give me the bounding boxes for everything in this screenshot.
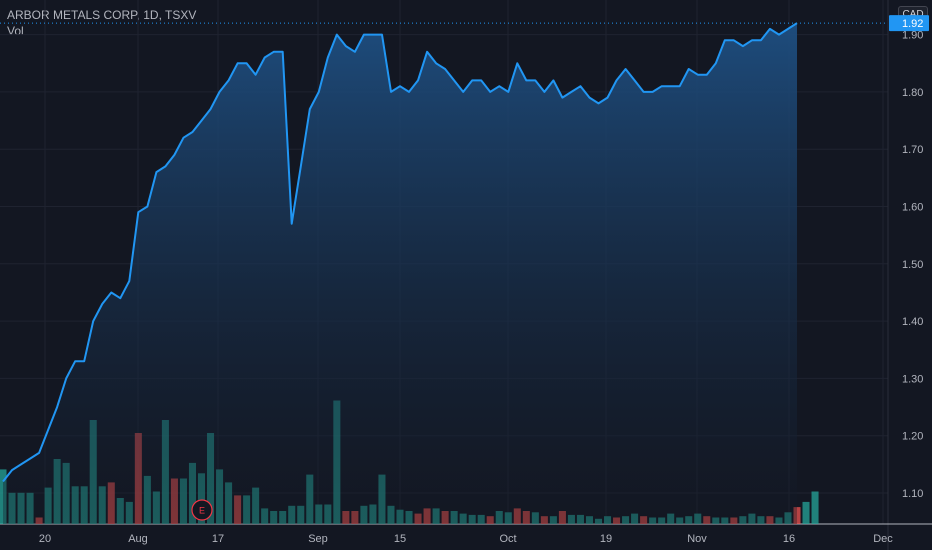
price-line[interactable]: [2, 22, 798, 483]
time-tick-label: Dec: [873, 533, 893, 545]
price-axis[interactable]: 1.10 1.20 1.30 1.40 1.50 1.60 1.70 1.80 1.901.92: [889, 15, 929, 500]
time-axis[interactable]: 20 Aug 17 Sep 15 Oct 19 Nov 16 Dec: [39, 533, 893, 545]
earnings-marker[interactable]: E: [191, 499, 213, 521]
last-price-badge: [889, 15, 929, 32]
price-tick-label: 1.50: [902, 259, 923, 271]
time-tick-label: Aug: [128, 533, 148, 545]
time-tick-label: 16: [783, 533, 795, 545]
price-tick-label: 1.80: [902, 87, 923, 99]
volume-bar: [811, 491, 819, 524]
earnings-marker-label: E: [199, 506, 205, 516]
area-fill: [3, 23, 797, 524]
price-tick-label: 1.70: [902, 144, 923, 156]
price-tick-label: 1.30: [902, 373, 923, 385]
price-tick-label: 1.90: [902, 30, 923, 42]
time-tick-label: Nov: [687, 533, 707, 545]
time-tick-label: 17: [212, 533, 224, 545]
earnings-marker-circle: [191, 499, 213, 521]
time-tick-label: 15: [394, 533, 406, 545]
time-tick-label: 20: [39, 533, 51, 545]
price-area: [0, 22, 888, 524]
price-tick-label: 1.10: [902, 488, 923, 500]
volume-bar: [802, 501, 810, 524]
symbol-title: ARBOR METALS CORP, 1D, TSXV: [7, 8, 197, 22]
price-tick-label: 1.60: [902, 202, 923, 214]
price-tick-label: 1.20: [902, 431, 923, 443]
last-price-label: 1.92: [902, 18, 923, 30]
price-tick-label: 1.40: [902, 316, 923, 328]
time-tick-label: 19: [600, 533, 612, 545]
time-tick-label: Oct: [499, 533, 516, 545]
time-tick-label: Sep: [308, 533, 328, 545]
